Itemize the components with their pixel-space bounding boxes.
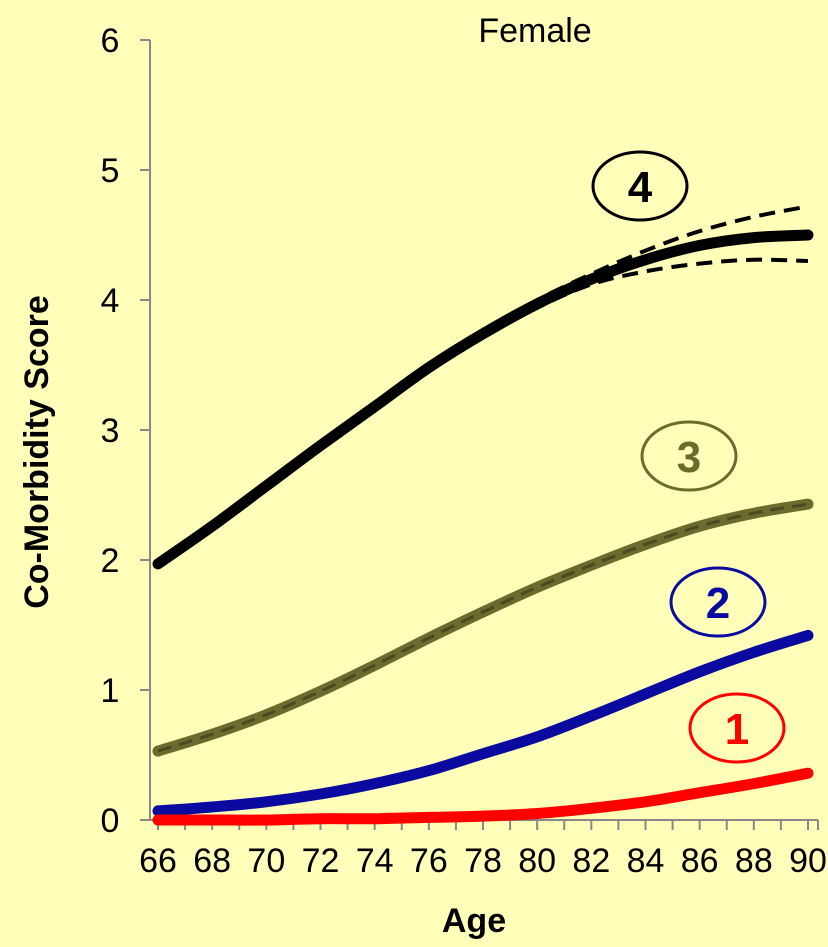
- series-3-dashed-overlay: [157, 502, 809, 753]
- series-2-line: [152, 629, 814, 817]
- series-2-marker-circle: [669, 566, 767, 638]
- y-tick-label: 6: [101, 22, 120, 60]
- x-tick-label: 66: [139, 842, 177, 880]
- series-1-line: [152, 767, 814, 826]
- x-axis-title: Age: [442, 902, 506, 940]
- y-tick-label: 3: [101, 412, 120, 450]
- x-tick-label: 70: [247, 842, 285, 880]
- y-tick-label: 4: [101, 282, 120, 320]
- x-tick-label: 86: [681, 842, 719, 880]
- x-tick-label: 84: [627, 842, 665, 880]
- series-3-marker-label: 3: [677, 433, 701, 482]
- y-tick-label: 0: [101, 802, 120, 840]
- y-tick-label: 5: [101, 152, 120, 190]
- series-lines: [152, 204, 814, 826]
- x-tick-label: 74: [356, 842, 394, 880]
- series-3-marker-circle: [640, 420, 738, 492]
- series-markers: 4 3 2 1: [591, 150, 786, 764]
- series-4-ci-upper: [156, 204, 809, 565]
- x-tick-label: 68: [193, 842, 231, 880]
- series-4-marker-circle: [591, 150, 689, 222]
- x-tick-label: 88: [735, 842, 773, 880]
- y-tick-label: 1: [101, 672, 120, 710]
- x-tick-label: 82: [572, 842, 610, 880]
- series-2-marker-label: 2: [706, 579, 730, 628]
- y-tick-label: 2: [101, 542, 120, 580]
- x-tick-label: 80: [518, 842, 556, 880]
- x-tick-label: 78: [464, 842, 502, 880]
- x-tick-label: 76: [410, 842, 448, 880]
- x-tick-label: 90: [789, 842, 827, 880]
- chart-title: Female: [478, 12, 591, 50]
- series-4-marker-label: 4: [628, 163, 653, 212]
- series-4-line: [152, 229, 814, 570]
- series-1-marker-label: 1: [725, 705, 749, 754]
- y-axis-title: Co-Morbidity Score: [18, 295, 56, 609]
- x-tick-label: 72: [302, 842, 340, 880]
- series-1-marker-circle: [688, 692, 786, 764]
